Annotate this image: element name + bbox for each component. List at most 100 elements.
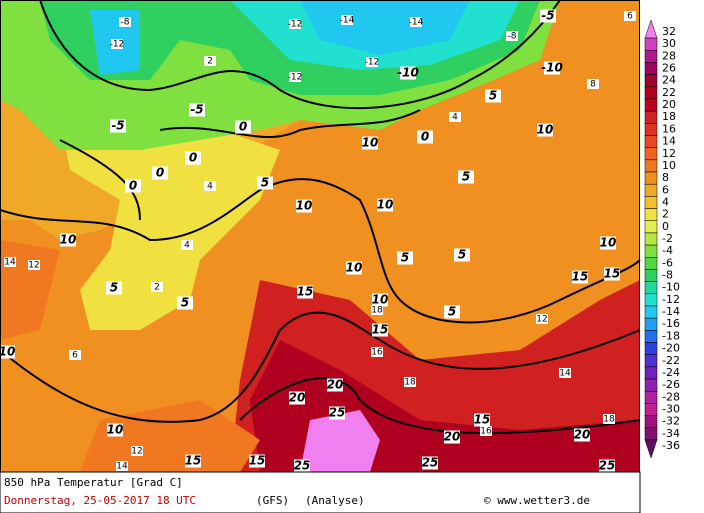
- colorbar-swatch: [644, 281, 658, 295]
- label-bg: [422, 456, 438, 470]
- contour-label: 15: [604, 267, 621, 281]
- label-bg: [600, 236, 616, 250]
- colorbar-label: 12: [662, 147, 676, 160]
- contour-label: 18: [603, 415, 615, 425]
- label-bg: [604, 267, 620, 281]
- colorbar-swatch: [644, 208, 658, 221]
- colorbar-label: 26: [662, 62, 676, 75]
- contour-label: 6: [627, 12, 633, 22]
- colorbar-label: -36: [662, 439, 680, 452]
- label-bg: [536, 314, 548, 324]
- label-bg: [341, 15, 353, 25]
- colorbar-label: -28: [662, 390, 680, 403]
- colorbar-swatch: [644, 317, 658, 331]
- label-bg: [404, 377, 416, 387]
- contour-label: 15: [372, 323, 389, 337]
- footer-box: [0, 471, 641, 513]
- label-bg: [540, 9, 556, 23]
- colorbar-label: -16: [662, 317, 680, 330]
- contour-label: 0: [239, 120, 247, 134]
- label-bg: [574, 428, 590, 442]
- colorbar-swatch: [644, 354, 658, 368]
- label-bg: [257, 176, 273, 190]
- colorbar-label: -26: [662, 378, 680, 391]
- colorbar-swatch: [644, 74, 658, 88]
- contour-label: -14: [409, 18, 424, 28]
- label-bg: [289, 72, 301, 82]
- label-bg: [377, 198, 393, 212]
- label-bg: [362, 136, 378, 150]
- contour-label: 10: [346, 261, 363, 275]
- label-bg: [296, 199, 312, 213]
- colorbar-swatch: [644, 269, 658, 282]
- contour-label: 15: [474, 413, 491, 427]
- colorbar-swatch: [644, 110, 658, 124]
- label-bg: [485, 89, 501, 103]
- label-bg: [506, 31, 518, 41]
- label-bg: [366, 57, 378, 67]
- colorbar-arrow: [644, 439, 658, 459]
- colorbar-label: 8: [662, 171, 669, 184]
- contour-label: 5: [181, 296, 189, 310]
- colorbar-swatch: [644, 378, 658, 392]
- label-bg: [110, 119, 126, 133]
- footer-date: Donnerstag, 25-05-2017 18 UTC: [4, 494, 196, 507]
- label-bg: [410, 17, 422, 27]
- label-bg: [152, 166, 168, 180]
- label-bg: [116, 461, 128, 471]
- colorbar-swatch: [644, 244, 658, 258]
- contour-label: -5: [541, 9, 554, 23]
- colorbar-swatch: [644, 257, 658, 270]
- colorbar-swatch: [644, 293, 658, 307]
- label-bg: [371, 347, 383, 357]
- colorbar-swatch: [644, 415, 658, 428]
- colorbar-label: 4: [662, 195, 669, 208]
- contour-label: 2: [154, 283, 160, 293]
- contour-label: 10: [296, 199, 313, 213]
- contour-label: 5: [110, 281, 118, 295]
- colorbar-label: -14: [662, 305, 680, 318]
- contour-label: 5: [448, 305, 456, 319]
- contour-label: 12: [131, 447, 142, 457]
- label-bg: [111, 39, 123, 49]
- label-bg: [119, 17, 131, 27]
- contour-label: 10: [377, 198, 394, 212]
- contour-label: 0: [421, 130, 429, 144]
- contour-label: 15: [297, 285, 314, 299]
- colorbar-label: -8: [662, 269, 673, 282]
- label-bg: [189, 103, 205, 117]
- map-frame: [0, 0, 640, 473]
- contour-label: 20: [444, 430, 461, 444]
- colorbar-label: -30: [662, 402, 680, 415]
- colorbar-label: -6: [662, 256, 673, 269]
- colorbar-arrow: [644, 19, 658, 39]
- colorbar-swatch: [644, 305, 658, 319]
- contour-label: 14: [4, 258, 16, 268]
- footer-run: (Analyse): [305, 494, 365, 507]
- contour-label: 0: [189, 151, 197, 165]
- label-bg: [151, 282, 163, 292]
- contour-label: 6: [72, 351, 78, 361]
- contour-label: 5: [458, 248, 466, 262]
- contour-label: 15: [185, 454, 202, 468]
- contour-label: 12: [536, 315, 547, 325]
- contour-labels: -5-10-5-50000055555551010101010101010101…: [0, 9, 636, 473]
- label-bg: [397, 251, 413, 265]
- contour-label: 25: [329, 406, 346, 420]
- label-bg: [185, 454, 201, 468]
- contour-label: 5: [489, 89, 497, 103]
- contour-label: 15: [249, 454, 266, 468]
- contour-label: 10: [107, 423, 124, 437]
- contour-label: -14: [340, 16, 355, 26]
- colorbar-label: -32: [662, 415, 680, 428]
- label-bg: [458, 170, 474, 184]
- colorbar-label: 30: [662, 37, 676, 50]
- contour-label: 0: [129, 179, 137, 193]
- colorbar-label: -18: [662, 329, 680, 342]
- label-bg: [624, 11, 636, 21]
- colorbar-label: 22: [662, 86, 676, 99]
- contour-label: 12: [28, 261, 39, 271]
- colorbar-label: 20: [662, 98, 676, 111]
- contour-lines: [0, 0, 641, 435]
- colorbar-label: 2: [662, 208, 669, 221]
